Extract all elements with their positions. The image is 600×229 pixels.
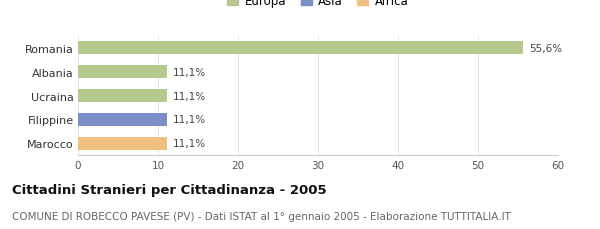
Bar: [78, 113, 167, 126]
Bar: [78, 90, 167, 103]
Text: Cittadini Stranieri per Cittadinanza - 2005: Cittadini Stranieri per Cittadinanza - 2…: [12, 183, 326, 196]
Bar: [78, 42, 523, 55]
Text: 55,6%: 55,6%: [529, 44, 562, 54]
Bar: [78, 66, 167, 79]
Legend: Europa, Asia, Africa: Europa, Asia, Africa: [225, 0, 411, 10]
Bar: [78, 137, 167, 150]
Text: 11,1%: 11,1%: [173, 91, 206, 101]
Text: 11,1%: 11,1%: [173, 139, 206, 149]
Text: 11,1%: 11,1%: [173, 115, 206, 125]
Text: COMUNE DI ROBECCO PAVESE (PV) - Dati ISTAT al 1° gennaio 2005 - Elaborazione TUT: COMUNE DI ROBECCO PAVESE (PV) - Dati IST…: [12, 211, 511, 221]
Text: 11,1%: 11,1%: [173, 67, 206, 77]
